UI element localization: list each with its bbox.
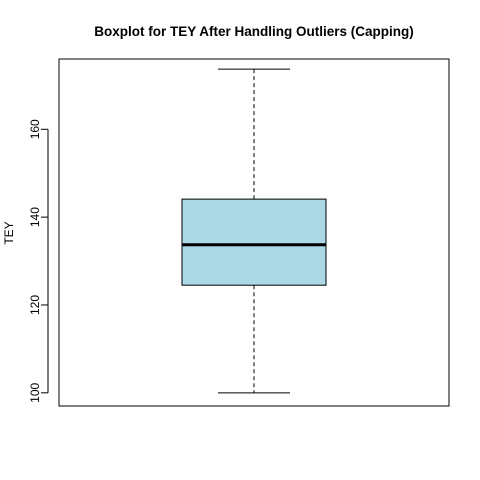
iqr-box [181, 198, 327, 286]
y-axis-label: TEY [2, 221, 16, 244]
y-tick-label: 120 [28, 295, 42, 315]
box-group [181, 68, 327, 394]
plot-frame [58, 58, 450, 407]
y-tick-label: 140 [28, 207, 42, 227]
y-tick-label: 160 [28, 119, 42, 139]
chart-title: Boxplot for TEY After Handling Outliers … [94, 24, 414, 39]
y-axis: 100 120 140 160 [28, 119, 49, 403]
y-tick-label: 100 [28, 382, 42, 402]
